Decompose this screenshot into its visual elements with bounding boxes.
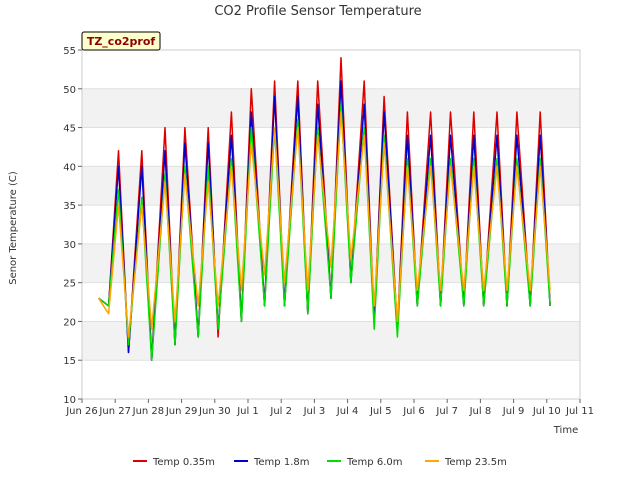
y-tick-label: 25 [63,279,76,290]
legend-item: Temp 0.35m [133,457,215,468]
y-tick-label: 10 [63,395,76,406]
y-tick-label: 30 [63,240,76,251]
series-line-3 [97,111,551,338]
x-tick-label: Jun 28 [132,406,165,417]
grid-band [82,321,580,361]
x-tick-label: Jul 6 [402,406,425,417]
x-tick-label: Jun 26 [65,406,98,417]
legend-label: Temp 1.8m [253,457,309,468]
x-tick-label: Jun 29 [165,406,198,417]
chart-title: CO2 Profile Sensor Temperature [214,4,421,19]
legend-label: Temp 6.0m [346,457,402,468]
x-tick-label: Jun 30 [198,406,231,417]
station-tag: TZ_co2prof [81,31,161,51]
y-tick-label: 50 [63,85,76,96]
legend-label: Temp 0.35m [152,457,215,468]
y-tick-label: 40 [63,162,76,173]
x-tick-label: Jul 1 [236,406,259,417]
y-tick-label: 15 [63,356,76,367]
x-tick-label: Jul 11 [565,406,594,417]
x-tick-label: Jul 10 [532,406,561,417]
y-tick-label: 45 [63,124,76,135]
x-tick-label: Jul 7 [435,406,458,417]
legend-label: Temp 23.5m [444,457,507,468]
y-tick-label: 55 [63,46,76,57]
grid-band [82,88,580,128]
plot-frame [81,49,581,400]
x-tick-label: Jul 9 [502,406,525,417]
x-tick-label: Jul 3 [303,406,326,417]
x-axis-label: Time [553,425,578,436]
y-tick-label: 35 [63,201,76,212]
x-tick-label: Jul 4 [336,406,359,417]
station-tag-box [81,31,161,51]
y-tick-label: 20 [63,317,76,328]
legend-item: Temp 23.5m [425,457,507,468]
grid-band [82,166,580,206]
legend: Temp 0.35m Temp 1.8m Temp 6.0m Temp 23.5m [133,457,507,468]
x-tick-label: Jul 5 [369,406,392,417]
x-tick-label: Jul 2 [269,406,292,417]
x-tick-label: Jun 27 [98,406,131,417]
legend-item: Temp 6.0m [327,457,402,468]
x-tick-label: Jul 8 [469,406,492,417]
legend-item: Temp 1.8m [234,457,309,468]
y-axis-label: Senor Temperature (C) [8,171,19,285]
station-tag-text: TZ_co2prof [87,35,156,48]
